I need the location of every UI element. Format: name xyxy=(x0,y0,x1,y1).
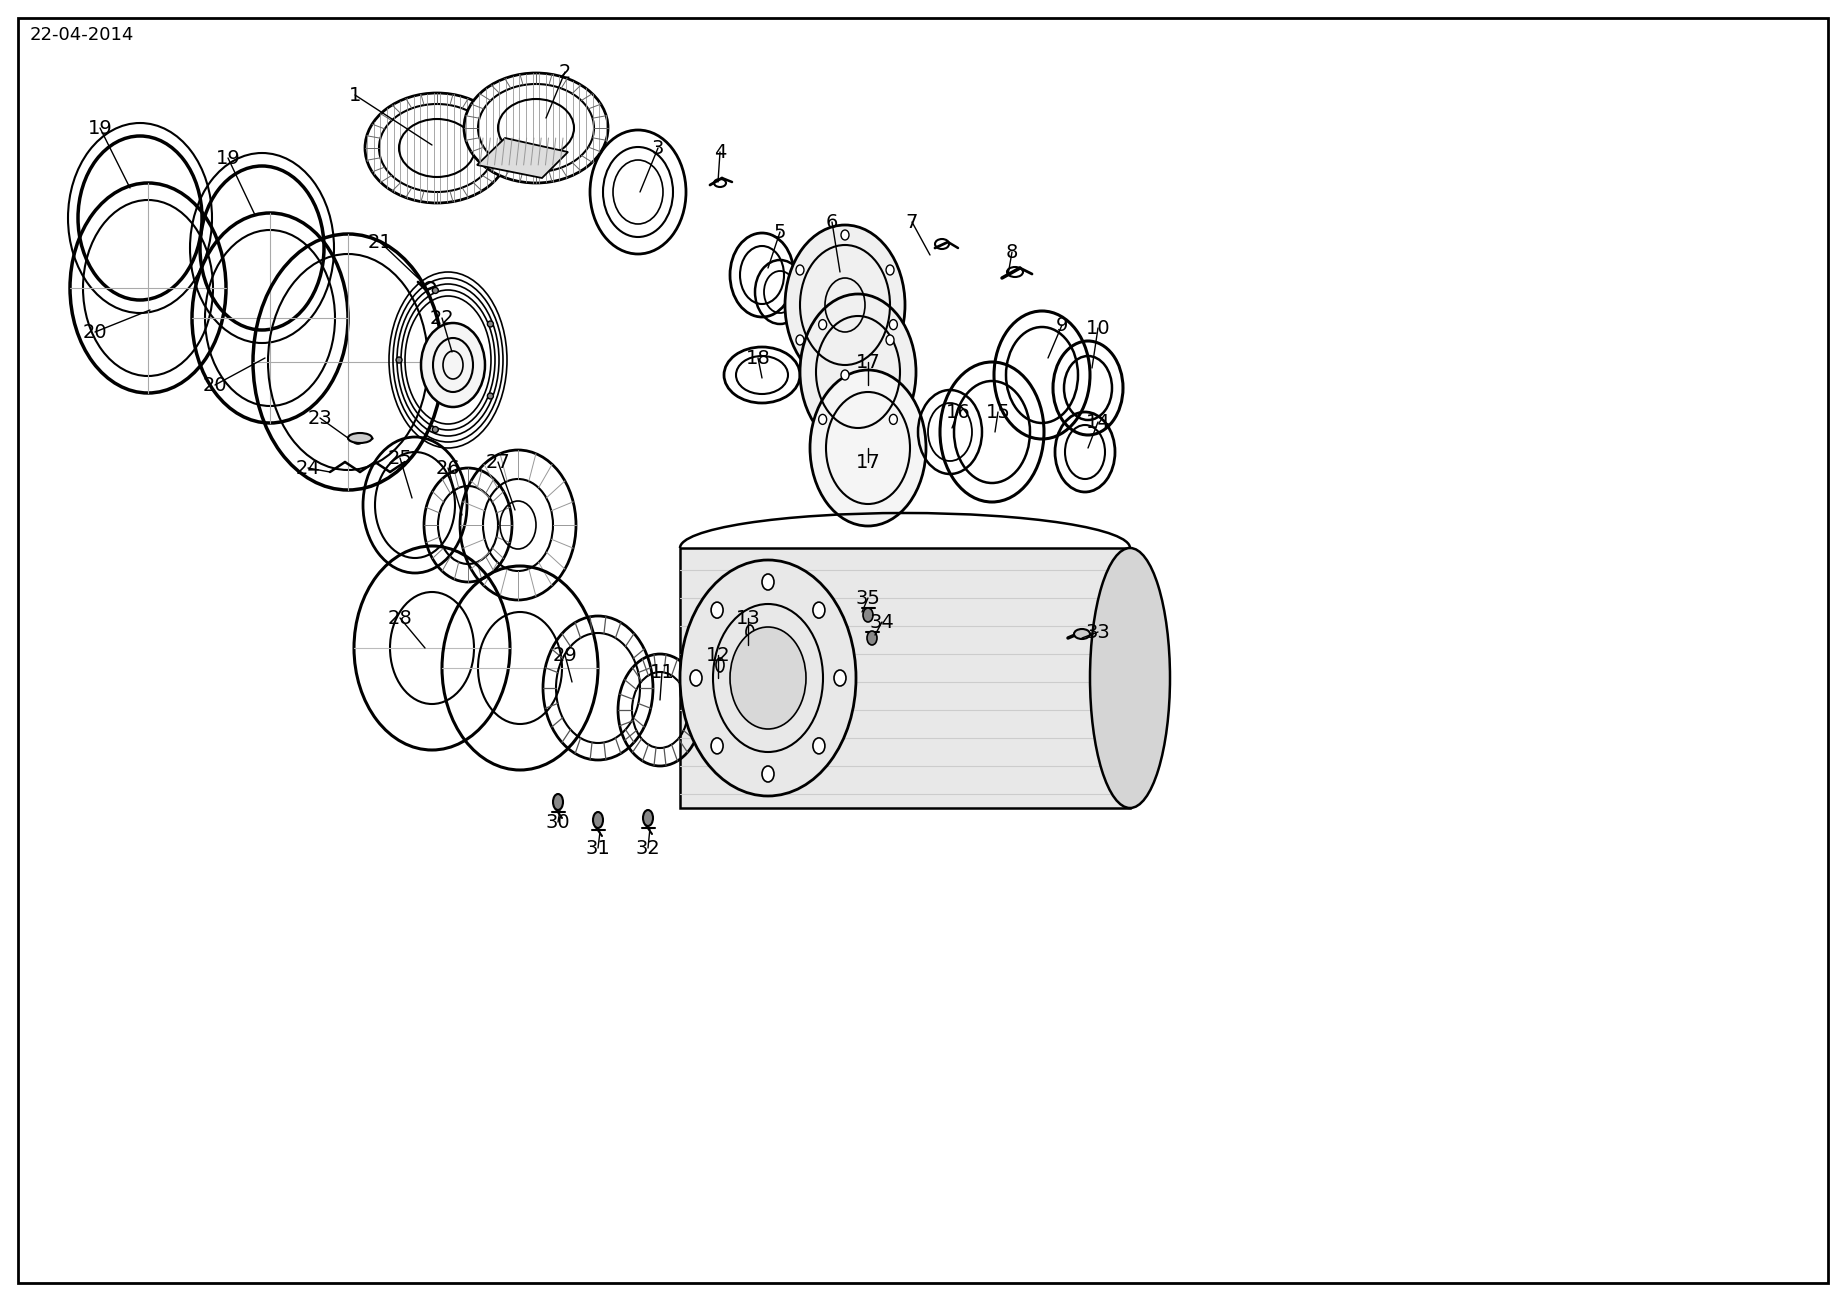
Text: 20: 20 xyxy=(83,323,107,341)
Ellipse shape xyxy=(889,415,897,424)
Ellipse shape xyxy=(819,320,827,329)
Ellipse shape xyxy=(710,602,723,618)
Text: 28: 28 xyxy=(387,609,413,627)
Polygon shape xyxy=(478,138,568,178)
Text: 6: 6 xyxy=(827,212,838,232)
Ellipse shape xyxy=(886,334,895,345)
Ellipse shape xyxy=(795,334,804,345)
Ellipse shape xyxy=(432,288,439,294)
Ellipse shape xyxy=(644,811,653,826)
Text: 34: 34 xyxy=(869,613,895,631)
Ellipse shape xyxy=(795,265,804,275)
Text: 23: 23 xyxy=(308,409,332,428)
Ellipse shape xyxy=(1090,548,1170,808)
Ellipse shape xyxy=(1074,628,1090,639)
Text: 15: 15 xyxy=(985,402,1011,422)
Text: 30: 30 xyxy=(546,813,570,831)
Text: 21: 21 xyxy=(367,233,393,251)
Ellipse shape xyxy=(487,321,493,327)
Text: 25: 25 xyxy=(387,449,413,467)
Ellipse shape xyxy=(681,559,856,796)
Text: 29: 29 xyxy=(554,645,577,665)
Text: 32: 32 xyxy=(637,839,661,857)
Text: 14: 14 xyxy=(1085,412,1111,432)
Ellipse shape xyxy=(421,323,485,407)
Bar xyxy=(681,548,1129,808)
Text: 13: 13 xyxy=(736,609,760,627)
Ellipse shape xyxy=(819,415,827,424)
Text: 35: 35 xyxy=(856,588,880,608)
Text: 17: 17 xyxy=(856,453,880,471)
Ellipse shape xyxy=(889,320,897,329)
Ellipse shape xyxy=(814,738,825,753)
Text: 4: 4 xyxy=(714,143,727,161)
Text: 5: 5 xyxy=(773,222,786,242)
Text: 9: 9 xyxy=(1055,316,1068,334)
Ellipse shape xyxy=(841,230,849,239)
Text: 1: 1 xyxy=(349,86,362,104)
Ellipse shape xyxy=(886,265,895,275)
Ellipse shape xyxy=(710,738,723,753)
Text: 26: 26 xyxy=(435,458,461,477)
Ellipse shape xyxy=(397,356,402,363)
Ellipse shape xyxy=(762,574,775,589)
Ellipse shape xyxy=(731,627,806,729)
Ellipse shape xyxy=(814,602,825,618)
Text: 24: 24 xyxy=(295,458,321,477)
Ellipse shape xyxy=(592,812,603,827)
Ellipse shape xyxy=(810,369,926,526)
Ellipse shape xyxy=(690,670,701,686)
Ellipse shape xyxy=(432,427,439,432)
Text: 12: 12 xyxy=(705,645,731,665)
Text: 17: 17 xyxy=(856,353,880,372)
Text: 27: 27 xyxy=(485,453,511,471)
Ellipse shape xyxy=(463,73,609,183)
Text: 20: 20 xyxy=(203,376,227,394)
Text: 19: 19 xyxy=(216,148,240,168)
Ellipse shape xyxy=(762,766,775,782)
Text: 10: 10 xyxy=(1085,319,1111,337)
Text: 8: 8 xyxy=(1006,242,1018,262)
Text: 11: 11 xyxy=(649,662,675,682)
Text: 16: 16 xyxy=(946,402,970,422)
Text: 2: 2 xyxy=(559,62,572,82)
Text: 18: 18 xyxy=(745,349,771,367)
Ellipse shape xyxy=(784,225,906,385)
Ellipse shape xyxy=(834,670,847,686)
Ellipse shape xyxy=(554,794,563,811)
Text: 31: 31 xyxy=(585,839,611,857)
Ellipse shape xyxy=(841,369,849,380)
Ellipse shape xyxy=(352,436,363,444)
Ellipse shape xyxy=(349,433,373,444)
Text: 19: 19 xyxy=(87,118,113,138)
Text: 7: 7 xyxy=(906,212,919,232)
Text: 22-04-2014: 22-04-2014 xyxy=(30,26,135,44)
Ellipse shape xyxy=(801,294,915,450)
Ellipse shape xyxy=(487,393,493,399)
Ellipse shape xyxy=(867,631,876,645)
Text: 33: 33 xyxy=(1085,622,1111,641)
Text: 3: 3 xyxy=(651,138,664,157)
Text: 22: 22 xyxy=(430,308,454,328)
Ellipse shape xyxy=(863,608,873,622)
